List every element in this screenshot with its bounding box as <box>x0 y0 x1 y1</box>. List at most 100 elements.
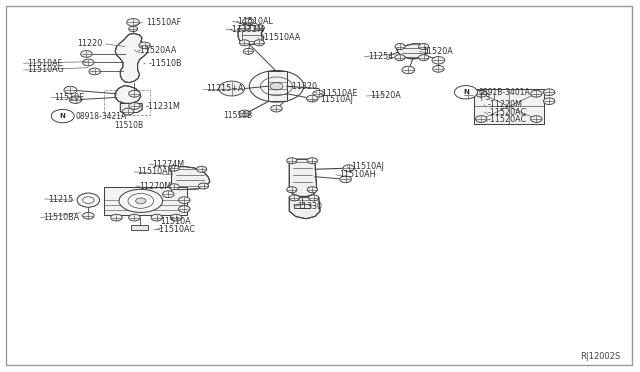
Circle shape <box>432 57 445 64</box>
Circle shape <box>51 109 74 123</box>
Bar <box>474 89 544 124</box>
Text: 11510B: 11510B <box>223 111 252 120</box>
Circle shape <box>243 48 253 54</box>
Circle shape <box>129 214 140 221</box>
Circle shape <box>395 55 405 61</box>
Circle shape <box>83 59 94 66</box>
Text: 11510E: 11510E <box>54 93 84 102</box>
Text: -11510B: -11510B <box>148 60 182 68</box>
Text: N: N <box>463 89 469 95</box>
Text: 11215: 11215 <box>48 195 73 203</box>
Circle shape <box>179 197 190 203</box>
Circle shape <box>122 108 134 115</box>
Text: ( 3 ): ( 3 ) <box>480 93 495 102</box>
Text: 11510AG: 11510AG <box>27 65 63 74</box>
Circle shape <box>395 44 405 49</box>
Circle shape <box>402 66 415 74</box>
Circle shape <box>129 26 138 32</box>
Circle shape <box>543 98 555 105</box>
Polygon shape <box>397 44 428 59</box>
Circle shape <box>219 81 244 96</box>
Circle shape <box>179 206 190 212</box>
Polygon shape <box>120 103 142 113</box>
Text: 11270M: 11270M <box>140 182 172 190</box>
Text: 11215+A: 11215+A <box>206 84 243 93</box>
Text: 11510AJ: 11510AJ <box>351 162 383 171</box>
Circle shape <box>454 86 477 99</box>
Circle shape <box>433 65 444 72</box>
Circle shape <box>169 184 179 190</box>
Circle shape <box>307 187 317 193</box>
Text: -11510AE: -11510AE <box>320 89 358 97</box>
Circle shape <box>139 42 150 49</box>
Text: 11510AJ: 11510AJ <box>320 95 353 104</box>
Circle shape <box>289 195 300 201</box>
Circle shape <box>476 90 487 97</box>
Circle shape <box>239 40 250 46</box>
Text: 11330: 11330 <box>298 202 323 211</box>
Circle shape <box>308 195 319 201</box>
Text: 11220: 11220 <box>77 39 102 48</box>
Text: -11510AA: -11510AA <box>261 33 300 42</box>
Text: 11520A: 11520A <box>422 47 453 56</box>
Polygon shape <box>172 167 210 190</box>
Circle shape <box>254 25 264 31</box>
Text: 0891B-3401A: 0891B-3401A <box>479 88 531 97</box>
Circle shape <box>89 68 100 75</box>
Polygon shape <box>289 159 317 196</box>
Circle shape <box>419 44 429 49</box>
Ellipse shape <box>270 83 283 90</box>
Text: 11520A: 11520A <box>370 92 401 100</box>
Circle shape <box>340 176 351 183</box>
Circle shape <box>254 40 264 46</box>
Circle shape <box>198 183 209 189</box>
Text: 11510B: 11510B <box>114 121 143 130</box>
Text: 11510BA: 11510BA <box>44 213 79 222</box>
Polygon shape <box>115 33 148 83</box>
Polygon shape <box>115 86 141 103</box>
Circle shape <box>307 95 318 102</box>
Circle shape <box>81 51 92 57</box>
Bar <box>294 204 310 208</box>
Text: 11510AF: 11510AF <box>27 59 62 68</box>
Bar <box>104 90 150 115</box>
Circle shape <box>151 214 163 221</box>
Text: -11520AA: -11520AA <box>138 46 177 55</box>
Circle shape <box>169 165 179 171</box>
Text: 08918-3421A: 08918-3421A <box>76 112 127 121</box>
Ellipse shape <box>77 193 100 207</box>
Circle shape <box>83 212 94 219</box>
Text: 11510AH: 11510AH <box>339 170 376 179</box>
Circle shape <box>64 86 77 94</box>
Circle shape <box>239 25 250 31</box>
Text: 11254: 11254 <box>368 52 393 61</box>
Ellipse shape <box>119 189 163 212</box>
Circle shape <box>307 158 317 164</box>
Bar <box>268 71 287 101</box>
Text: -11220M: -11220M <box>488 100 523 109</box>
Text: -11510AL: -11510AL <box>236 17 273 26</box>
Polygon shape <box>289 197 320 219</box>
Circle shape <box>543 89 555 96</box>
Text: 11510A: 11510A <box>160 217 191 226</box>
Polygon shape <box>238 25 264 45</box>
Circle shape <box>111 214 122 221</box>
Circle shape <box>127 19 140 26</box>
Bar <box>104 187 187 215</box>
Circle shape <box>129 90 140 97</box>
Circle shape <box>239 110 250 117</box>
Circle shape <box>531 90 542 97</box>
Circle shape <box>531 116 542 122</box>
Text: -11332M: -11332M <box>229 25 264 33</box>
Circle shape <box>287 158 297 164</box>
Text: R|12002S: R|12002S <box>580 352 621 361</box>
Circle shape <box>129 103 140 109</box>
Text: N: N <box>60 113 66 119</box>
Text: -11520AC: -11520AC <box>488 115 527 124</box>
Text: -11520AC: -11520AC <box>488 108 527 117</box>
Circle shape <box>196 166 207 172</box>
Text: -11320: -11320 <box>289 82 317 91</box>
Circle shape <box>287 187 297 193</box>
Text: 11510AK: 11510AK <box>138 167 173 176</box>
Circle shape <box>419 55 429 61</box>
